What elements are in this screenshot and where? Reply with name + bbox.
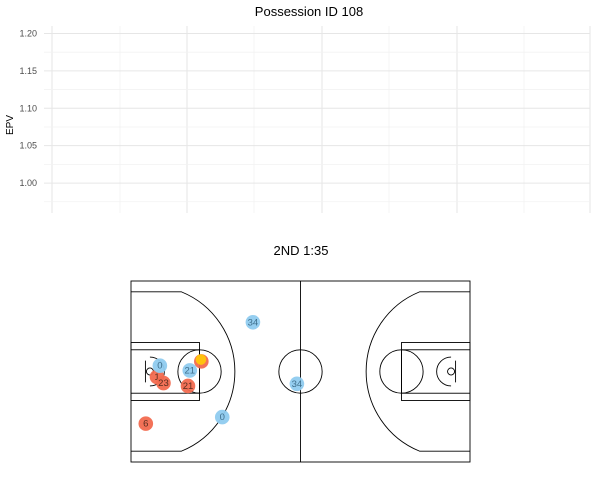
- offense-player-marker: 23: [156, 375, 171, 391]
- epv-chart: Possession ID 108 1.00 1.05 1.10 1.15 1.20 E…: [5, 4, 591, 213]
- defense-player-dot: [152, 358, 168, 374]
- epv-y-tick-label: 1.15: [19, 66, 37, 76]
- offense-player-number: 1: [154, 372, 159, 383]
- left-free-throw-circle: [177, 349, 222, 394]
- epv-y-tick-label: 1.20: [19, 28, 37, 38]
- court-chart-title: 2ND 1:35: [274, 243, 329, 258]
- right-inner-lane: [401, 349, 471, 394]
- defense-player-number: 34: [248, 317, 259, 328]
- left-three-point-line: [131, 291, 236, 452]
- epv-y-tick-label: 1.10: [19, 103, 37, 113]
- right-free-throw-circle: [379, 349, 424, 394]
- offense-player-marker: 6: [138, 416, 154, 431]
- right-hoop: [447, 367, 456, 376]
- right-key: [401, 342, 471, 401]
- offense-player-marker: 21: [180, 378, 196, 394]
- epv-y-tick-label: 1.00: [19, 178, 37, 188]
- defense-player-dot: [214, 409, 230, 425]
- offense-player-dot: [138, 416, 154, 431]
- defense-player-marker: 34: [245, 314, 261, 330]
- epv-y-axis-label: EPV: [5, 115, 16, 135]
- epv-grid: [44, 26, 591, 213]
- defense-player-number: 34: [292, 379, 303, 390]
- center-circle: [278, 349, 323, 394]
- right-restricted-area: [436, 356, 452, 387]
- basketball-court: [130, 280, 471, 463]
- defense-player-marker: 0: [214, 409, 230, 425]
- offense-player-dot: [156, 375, 171, 391]
- defense-player-number: 21: [184, 365, 195, 376]
- epv-chart-title: Possession ID 108: [255, 4, 363, 19]
- defense-player-dot: [182, 363, 198, 378]
- offense-player-number: 23: [158, 378, 169, 389]
- court-chart: 2ND 1:35 123 21 6 0 21 34 34 0: [130, 243, 471, 463]
- offense-player-number: 6: [143, 419, 148, 430]
- defense-player-marker: 0: [152, 358, 168, 374]
- defense-player-number: 0: [157, 361, 162, 372]
- offense-player-number: 21: [183, 381, 194, 392]
- defense-player-dot: [289, 376, 305, 392]
- right-three-point-line: [365, 291, 470, 452]
- defense-player-marker: 34: [289, 376, 305, 392]
- defense-player-number: 0: [220, 412, 225, 423]
- epv-y-ticks: 1.00 1.05 1.10 1.15 1.20: [19, 28, 37, 188]
- defense-player-dot: [245, 314, 261, 330]
- left-inner-lane: [130, 349, 200, 394]
- epv-y-tick-label: 1.05: [19, 141, 37, 151]
- defense-player-marker: 21: [182, 363, 198, 378]
- offense-player-dot: [180, 378, 196, 394]
- ball-marker: [195, 354, 207, 365]
- player-markers: 123 21 6 0 21 34 34 0: [138, 314, 305, 431]
